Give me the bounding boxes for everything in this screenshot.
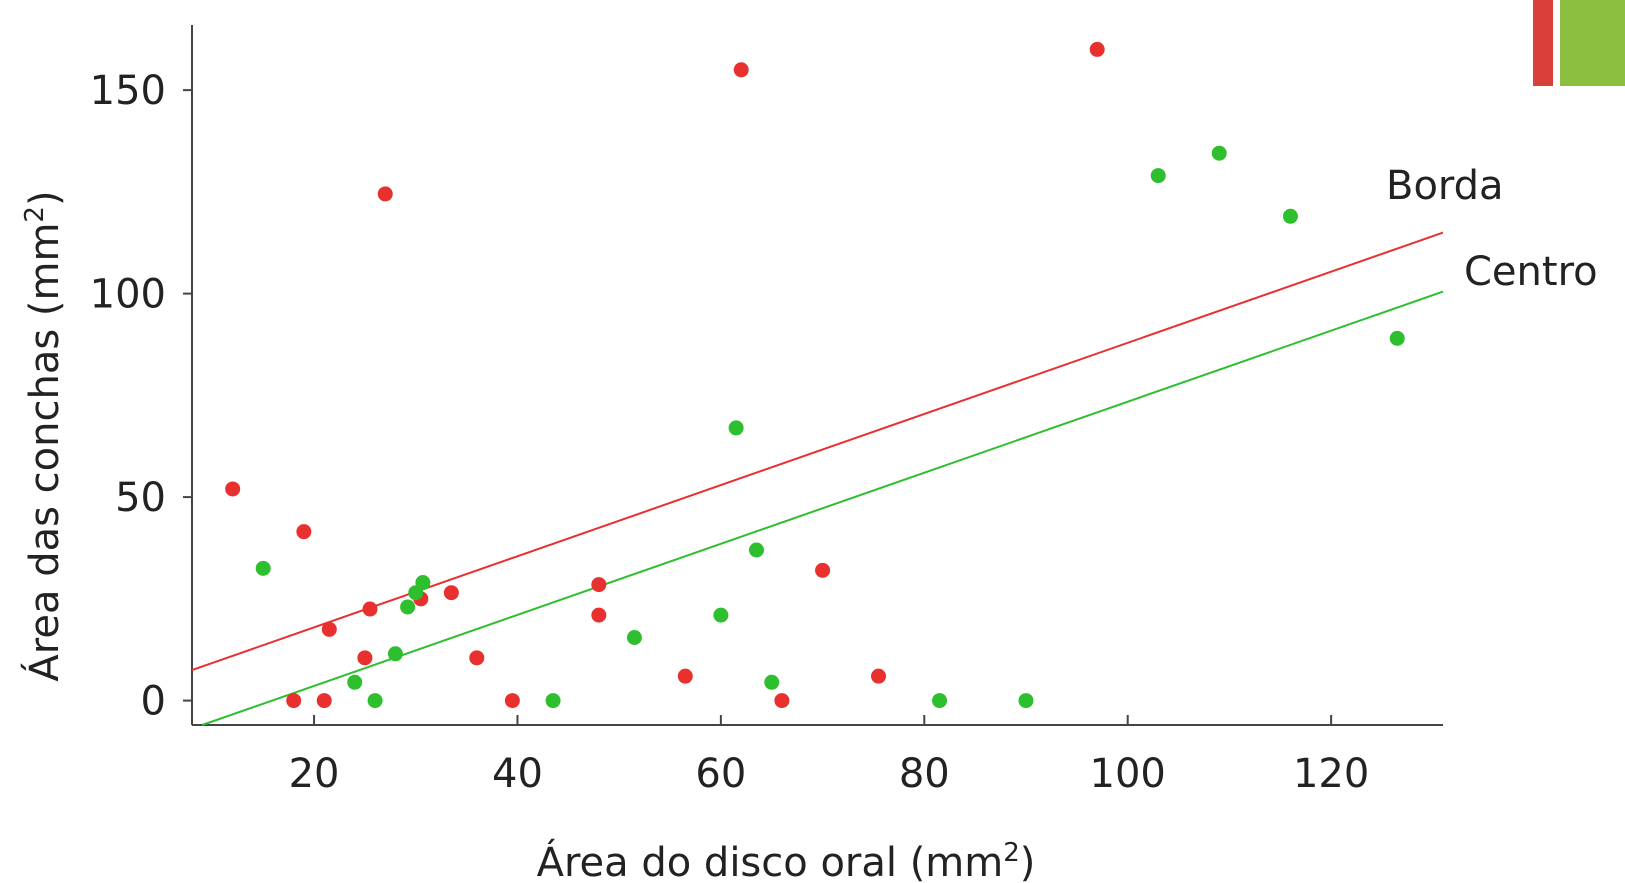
point-centro [1282, 208, 1298, 224]
point-centro [387, 646, 403, 662]
point-borda [504, 693, 520, 709]
series-label-borda: Borda [1386, 163, 1504, 209]
point-borda [733, 62, 749, 78]
point-borda [871, 668, 887, 684]
x-tick-label: 120 [1293, 751, 1369, 797]
x-axis-title-superscript: 2 [1003, 838, 1020, 868]
point-borda [774, 693, 790, 709]
point-centro [764, 674, 780, 690]
point-centro [728, 420, 744, 436]
point-borda [357, 650, 373, 666]
y-ticks: 0 50 100 150 [90, 68, 192, 725]
y-tick-label: 100 [90, 272, 166, 318]
point-borda [225, 481, 241, 497]
point-centro [367, 693, 383, 709]
data-points [225, 41, 1405, 709]
x-tick-label: 80 [899, 751, 950, 797]
trend-line-borda [191, 231, 1444, 672]
point-centro [400, 599, 416, 615]
point-centro [713, 607, 729, 623]
point-centro [255, 560, 271, 576]
y-axis-title-superscript: 2 [20, 206, 50, 223]
point-borda [321, 621, 337, 637]
point-centro [1211, 145, 1227, 161]
point-borda [296, 524, 312, 540]
corner-accent-red [1533, 0, 1553, 86]
point-centro [748, 542, 764, 558]
trend-lines [191, 231, 1444, 726]
point-borda [591, 577, 607, 593]
x-axis-title: Área do disco oral (mm2) [537, 838, 1036, 883]
x-tick-label: 20 [289, 751, 340, 797]
y-axis-title: Área das conchas (mm2) [20, 190, 68, 681]
point-centro [626, 630, 642, 645]
point-centro [932, 693, 948, 709]
x-tick-label: 100 [1090, 751, 1166, 797]
point-centro [545, 693, 561, 709]
y-tick-label: 150 [90, 68, 166, 114]
point-centro [1150, 168, 1166, 184]
point-borda [443, 585, 459, 601]
point-centro [1389, 330, 1405, 346]
point-borda [815, 562, 831, 578]
trend-line-centro [201, 290, 1444, 726]
point-borda [469, 650, 485, 666]
point-centro [415, 575, 431, 591]
point-borda [591, 607, 607, 623]
point-borda [677, 668, 693, 684]
point-borda [286, 693, 302, 709]
corner-accent-green [1560, 0, 1625, 86]
point-borda [362, 601, 378, 617]
x-tick-label: 60 [695, 751, 746, 797]
x-tick-label: 40 [492, 751, 543, 797]
point-centro [347, 674, 363, 690]
y-tick-label: 0 [141, 679, 166, 725]
point-centro [1018, 693, 1034, 709]
point-borda [316, 693, 332, 709]
y-tick-label: 50 [115, 475, 166, 521]
point-borda [1089, 41, 1105, 57]
series-label-centro: Centro [1464, 249, 1598, 295]
x-ticks: 20 40 60 80 100 120 [289, 715, 1369, 797]
point-borda [377, 186, 393, 202]
